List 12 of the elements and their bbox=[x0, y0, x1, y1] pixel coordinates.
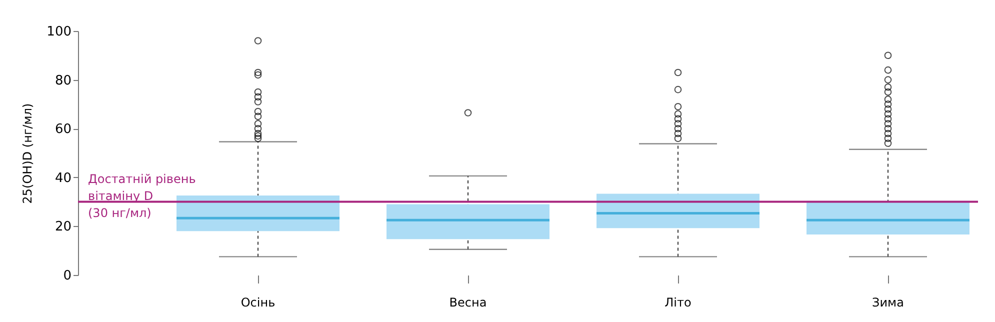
x-tick-label: Зима bbox=[872, 296, 904, 310]
y-tick-label: 40 bbox=[54, 170, 72, 186]
y-tick-label: 20 bbox=[54, 220, 72, 235]
x-tick-label: Осінь bbox=[240, 296, 276, 310]
y-tick-label: 80 bbox=[54, 73, 72, 88]
y-tick-label: 100 bbox=[46, 24, 72, 40]
y-tick-label: 0 bbox=[63, 268, 72, 284]
ref-line-label: Достатній рівень вітаміну D (30 нг/мл) bbox=[88, 172, 196, 220]
y-axis-title: 25(OH)D (нг/мл) bbox=[20, 103, 35, 204]
x-tick-label: Весна bbox=[449, 296, 487, 310]
y-tick-label: 60 bbox=[54, 122, 72, 138]
x-tick-label: Літо bbox=[664, 296, 692, 310]
